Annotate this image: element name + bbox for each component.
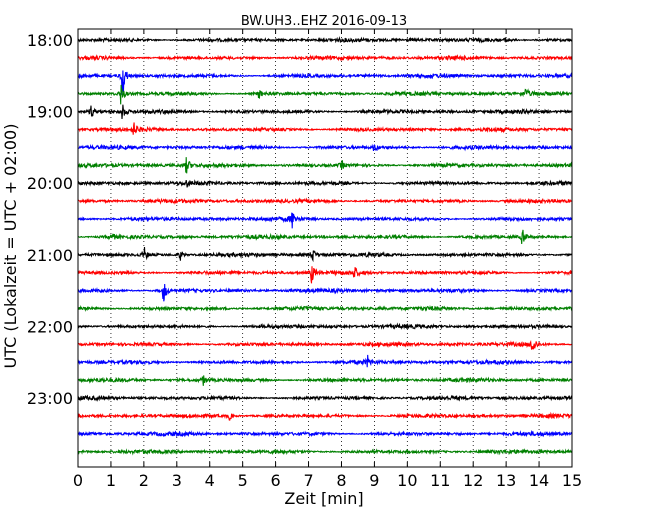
trace-row: [77, 411, 573, 421]
x-tick-label: 10: [397, 471, 417, 490]
trace-row: [77, 375, 573, 386]
chart-title: BW.UH3..EHZ 2016-09-13: [241, 14, 407, 29]
trace-row: [77, 104, 573, 120]
x-tick-label: 9: [369, 471, 379, 490]
trace-row: [77, 322, 573, 331]
x-tick-label: 8: [336, 471, 346, 490]
y-tick-label: 21:00: [27, 246, 73, 265]
trace-row: [77, 340, 573, 350]
y-tick-label: 18:00: [27, 31, 73, 50]
y-tick-label: 23:00: [27, 389, 73, 408]
x-tick-label: 15: [562, 471, 582, 490]
x-tick-label: 7: [303, 471, 313, 490]
trace-row: [77, 84, 573, 105]
y-tick-label: 20:00: [27, 174, 73, 193]
x-tick-label: 13: [496, 471, 516, 490]
trace-row: [77, 448, 573, 456]
x-axis-label: Zeit [min]: [284, 489, 363, 508]
trace-row: [77, 70, 573, 95]
y-tick-label: 19:00: [27, 103, 73, 122]
trace-row: [77, 246, 573, 263]
seismogram-traces: [77, 36, 573, 456]
trace-row: [77, 394, 573, 402]
x-tick-label: 0: [73, 471, 83, 490]
trace-row: [77, 212, 573, 229]
y-axis-ticks: 18:00 19:00 20:00 21:00 22:00 23:00: [27, 31, 572, 408]
trace-row: [77, 122, 573, 135]
x-tick-label: 4: [205, 471, 215, 490]
y-tick-label: 22:00: [27, 317, 73, 336]
trace-row: [77, 179, 573, 188]
trace-row: [77, 197, 573, 205]
x-tick-label: 3: [172, 471, 182, 490]
trace-row: [77, 304, 573, 312]
trace-row: [77, 266, 573, 284]
x-tick-label: 11: [430, 471, 450, 490]
x-tick-label: 2: [139, 471, 149, 490]
plot-frame: [77, 28, 573, 468]
x-tick-label: 5: [238, 471, 248, 490]
x-axis-ticks: 0 1 2 3 4 5 6 7 8 9 10 11 12 13 14 15: [73, 29, 582, 490]
y-axis-label: UTC (Lokalzeit = UTC + 02:00): [1, 124, 20, 369]
trace-row: [77, 143, 573, 152]
trace-row: [77, 283, 573, 302]
trace-row: [77, 429, 573, 438]
x-tick-label: 1: [106, 471, 116, 490]
x-tick-label: 14: [529, 471, 549, 490]
trace-row: [77, 354, 573, 368]
x-tick-label: 6: [271, 471, 281, 490]
trace-row: [77, 36, 573, 44]
trace-row: [77, 54, 573, 62]
trace-row: [77, 157, 573, 174]
x-tick-label: 12: [463, 471, 483, 490]
trace-row: [77, 229, 573, 245]
